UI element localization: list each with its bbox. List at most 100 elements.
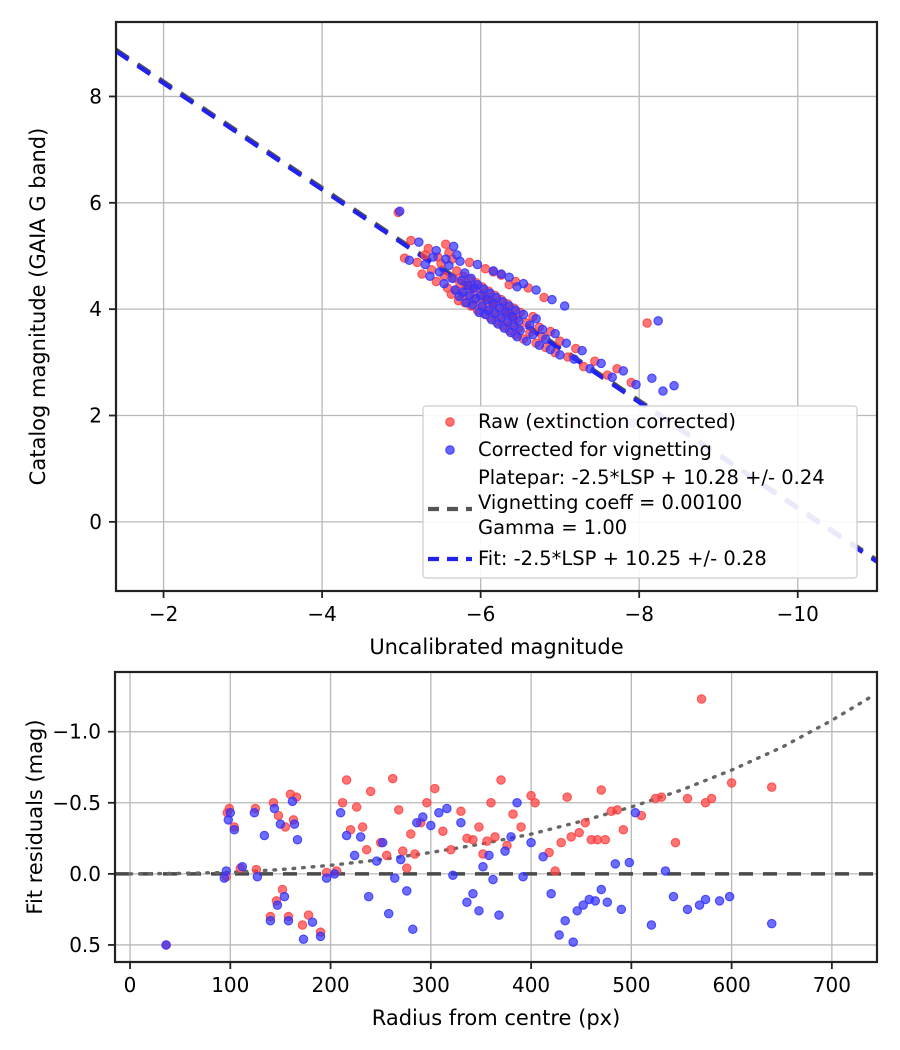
data-point <box>647 373 657 384</box>
data-point <box>355 832 366 842</box>
data-point <box>528 329 538 340</box>
data-point <box>530 798 540 808</box>
data-point <box>472 279 483 290</box>
data-point <box>534 340 545 351</box>
data-point <box>441 239 451 250</box>
data-point <box>624 857 635 868</box>
data-point <box>590 896 601 906</box>
y-tick-label: 8 <box>89 84 102 108</box>
data-point <box>486 798 496 808</box>
data-point <box>438 826 448 836</box>
data-point <box>531 285 541 295</box>
data-point <box>537 324 548 335</box>
data-point <box>521 336 532 346</box>
data-point <box>714 896 725 906</box>
data-point <box>349 850 360 861</box>
data-point <box>237 861 248 872</box>
data-point <box>513 316 524 326</box>
data-point <box>351 802 362 812</box>
data-point <box>547 294 557 305</box>
data-point <box>259 830 270 841</box>
x-tick-label: −6 <box>466 602 495 626</box>
x-tick-label: 500 <box>612 973 650 997</box>
data-point <box>468 834 478 845</box>
data-point <box>488 266 499 276</box>
data-point <box>442 803 452 814</box>
data-point <box>289 819 300 829</box>
data-point <box>474 906 484 916</box>
data-point <box>265 916 276 926</box>
y-tick-label: 0.5 <box>69 933 101 957</box>
x-axis-label: Uncalibrated magnitude <box>369 635 623 659</box>
data-point <box>273 810 284 821</box>
y-tick-label: 0.0 <box>69 862 101 886</box>
data-point <box>431 245 441 256</box>
data-point <box>630 807 641 818</box>
data-point <box>478 861 488 872</box>
data-point <box>539 292 549 303</box>
data-point <box>485 288 495 298</box>
x-axis-label: Radius from centre (px) <box>372 1006 621 1030</box>
data-point <box>561 338 572 348</box>
data-point <box>279 891 290 902</box>
data-point <box>618 366 629 376</box>
data-point <box>412 817 422 828</box>
data-point <box>504 301 514 311</box>
data-point <box>468 889 478 899</box>
data-point <box>526 837 536 848</box>
data-point <box>602 897 613 908</box>
panel-photometric-calibration: −2 −4 −6 −8 −10 0 2 4 6 8 Uncalibrated magnitude Ca… <box>26 20 879 659</box>
data-point <box>423 243 434 254</box>
data-point <box>498 296 508 307</box>
data-point <box>298 934 309 944</box>
data-point <box>562 792 572 802</box>
data-point <box>518 309 529 320</box>
legend-label: Fit: -2.5*LSP + 10.25 +/- 0.28 <box>478 547 767 570</box>
data-point <box>404 255 415 265</box>
data-point <box>642 318 652 328</box>
legend-label: Gamma = 1.00 <box>478 516 627 539</box>
data-point <box>408 924 418 935</box>
data-point <box>596 785 607 795</box>
data-point <box>272 900 283 910</box>
legend-label: Platepar: -2.5*LSP + 10.28 +/- 0.24 <box>478 466 825 489</box>
data-point <box>482 836 492 846</box>
data-point <box>596 884 607 895</box>
series-corrected-points <box>395 206 679 428</box>
y-axis-label: Catalog magnitude (GAIA G band) <box>26 128 50 486</box>
data-point <box>724 891 735 902</box>
data-point <box>430 783 440 794</box>
data-point <box>410 849 420 859</box>
data-point <box>387 773 398 784</box>
data-point <box>479 284 489 294</box>
data-point <box>393 805 404 815</box>
data-point <box>275 819 286 829</box>
data-point <box>706 793 717 804</box>
data-point <box>474 822 484 832</box>
data-point <box>456 806 466 817</box>
axes-frame <box>114 20 879 593</box>
data-point <box>512 798 522 808</box>
legend-marker <box>445 417 455 427</box>
x-tick-label: 100 <box>211 973 249 997</box>
data-point <box>252 871 263 882</box>
data-point <box>600 834 611 845</box>
data-point <box>365 786 376 797</box>
data-point <box>658 386 668 396</box>
data-point <box>578 900 588 910</box>
data-point <box>766 918 777 929</box>
data-point <box>422 798 432 808</box>
data-point <box>414 237 424 247</box>
data-point <box>496 269 507 279</box>
data-point <box>669 380 679 391</box>
x-tick-label: 200 <box>311 973 349 997</box>
data-point <box>518 871 528 882</box>
data-point <box>402 886 412 896</box>
data-point <box>592 834 603 845</box>
data-point <box>389 873 400 883</box>
data-point <box>556 837 566 848</box>
data-point <box>546 889 556 899</box>
legend-marker <box>445 445 455 455</box>
data-point <box>550 328 560 339</box>
